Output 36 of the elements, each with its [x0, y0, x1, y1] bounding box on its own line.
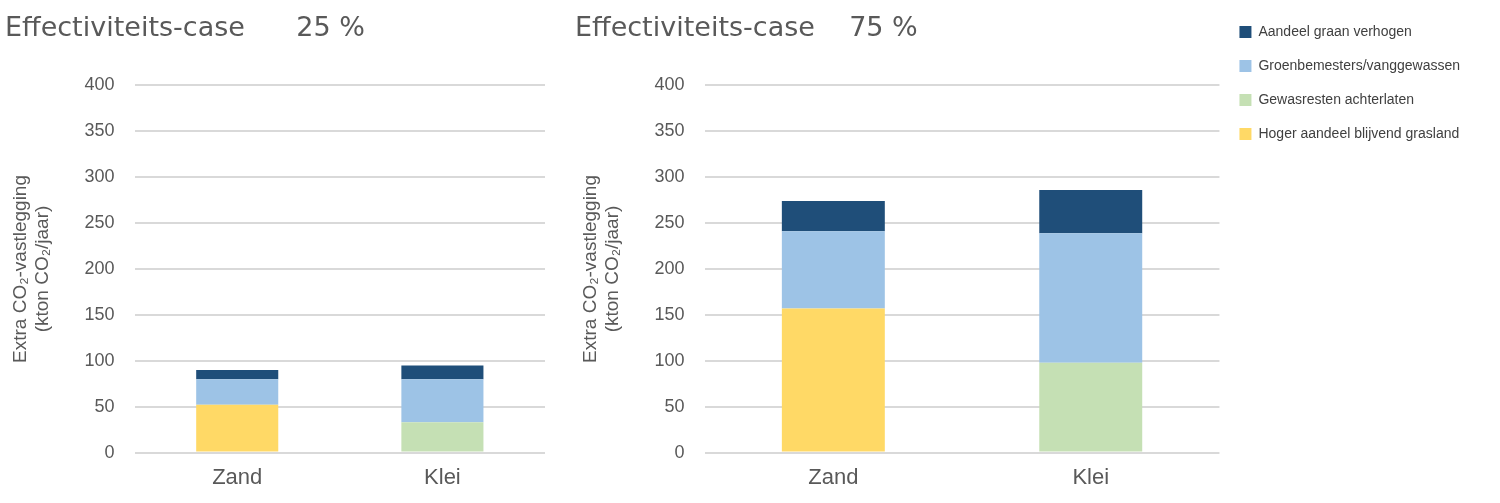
y-tick-label: 350 [84, 120, 115, 141]
y-tick-label: 150 [84, 303, 115, 324]
chart-title: Effectiviteits-case 25 % [5, 11, 365, 43]
y-axis-title: Extra CO₂-vastlegging (kton CO₂/jaar) [578, 175, 623, 363]
y-tick-label: 150 [654, 303, 685, 324]
y-tick-label: 250 [84, 212, 115, 233]
y-tick-label: 50 [664, 395, 685, 416]
y-tick-label: 100 [84, 349, 115, 370]
legend-label: Aandeel graan verhogen [1258, 22, 1412, 39]
y-axis-title: Extra CO₂-vastlegging (kton CO₂/jaar) [8, 175, 53, 363]
y-tick-label: 100 [654, 349, 685, 370]
bar [781, 201, 885, 232]
bar [1039, 190, 1143, 234]
bar [1039, 233, 1143, 363]
y-tick-label: 50 [94, 395, 115, 416]
y-tick-label: 200 [654, 257, 685, 278]
bar [1039, 362, 1143, 452]
y-tick-label: 0 [104, 441, 115, 462]
x-tick-label: Klei [424, 463, 461, 489]
y-tick-label: 300 [84, 166, 115, 187]
y-tick-label: 200 [84, 257, 115, 278]
y-tick-label: 400 [84, 74, 115, 95]
y-tick-label: 0 [674, 441, 685, 462]
x-tick-label: Zand [808, 463, 859, 489]
legend-label: Groenbemesters/vanggewassen [1258, 56, 1460, 73]
y-tick-label: 350 [654, 120, 685, 141]
y-tick-label: 250 [654, 212, 685, 233]
legend-label: Gewasresten achterlaten [1258, 90, 1415, 107]
y-tick-label: 400 [654, 74, 685, 95]
x-tick-label: Zand [212, 463, 263, 489]
chart-title: Effectiviteits-case 75 % [575, 11, 918, 43]
x-tick-label: Klei [1072, 463, 1110, 489]
y-tick-label: 300 [654, 166, 685, 187]
bar [781, 231, 885, 309]
bar [781, 308, 885, 452]
legend-label: Hoger aandeel blijvend grasland [1258, 124, 1460, 141]
